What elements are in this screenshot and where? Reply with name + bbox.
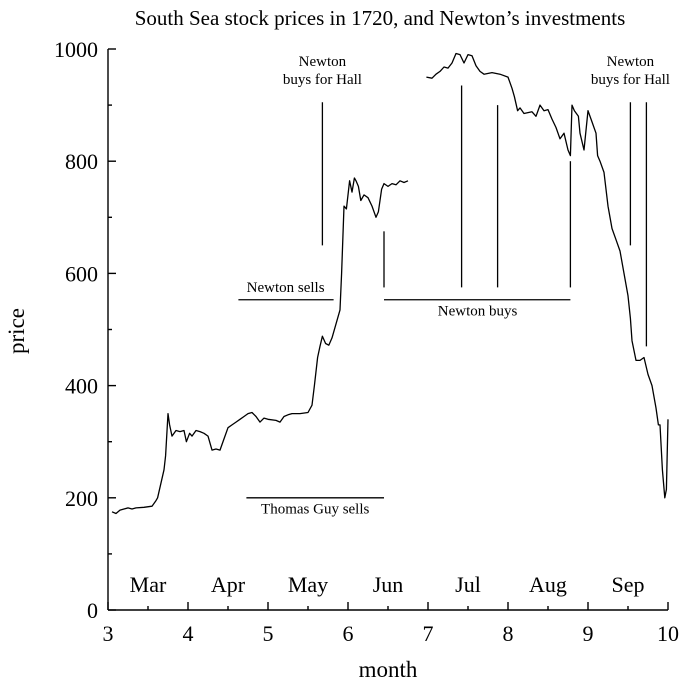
y-tick-label: 600 bbox=[65, 261, 98, 286]
annotation-label: Newton bbox=[299, 54, 347, 70]
axes: 0 200 400 600 800 1000 3 4 5 6 7 8 9 10 Mar Apr May Jun Ju… bbox=[54, 37, 679, 646]
annotation-label: buys for Hall bbox=[591, 72, 670, 88]
y-tick-label: 200 bbox=[65, 486, 98, 511]
month-label: Apr bbox=[211, 572, 246, 597]
month-label: Mar bbox=[130, 572, 167, 597]
x-tick-label: 7 bbox=[423, 621, 434, 646]
y-tick-label: 1000 bbox=[54, 37, 98, 62]
y-tick-label: 400 bbox=[65, 374, 98, 399]
y-tick-label: 0 bbox=[87, 598, 98, 623]
month-label: Jun bbox=[373, 572, 404, 597]
x-tick-label: 8 bbox=[503, 621, 514, 646]
chart-title: South Sea stock prices in 1720, and Newt… bbox=[135, 6, 626, 30]
annotation-label: Thomas Guy sells bbox=[261, 502, 369, 518]
month-label: Aug bbox=[529, 572, 567, 597]
price-line bbox=[111, 177, 409, 515]
y-axis-label: price bbox=[4, 308, 29, 354]
price-line bbox=[426, 52, 669, 499]
month-label: May bbox=[288, 572, 328, 597]
x-tick-label: 5 bbox=[263, 621, 274, 646]
annotation-label: Newton sells bbox=[247, 280, 325, 296]
series-group bbox=[111, 52, 669, 515]
annotations: Newton buys for Hall Newton buys for Hall Ne… bbox=[238, 54, 670, 518]
x-axis-label: month bbox=[359, 657, 418, 682]
x-tick-label: 9 bbox=[583, 621, 594, 646]
x-tick-label: 3 bbox=[103, 621, 114, 646]
annotation-label: Newton bbox=[607, 54, 655, 70]
annotation-label: buys for Hall bbox=[283, 72, 362, 88]
x-tick-label: 10 bbox=[657, 621, 679, 646]
annotation-label: Newton buys bbox=[438, 303, 518, 319]
month-label: Sep bbox=[612, 572, 645, 597]
month-label: Jul bbox=[455, 572, 481, 597]
x-tick-label: 6 bbox=[343, 621, 354, 646]
y-tick-label: 800 bbox=[65, 149, 98, 174]
x-tick-label: 4 bbox=[183, 621, 194, 646]
